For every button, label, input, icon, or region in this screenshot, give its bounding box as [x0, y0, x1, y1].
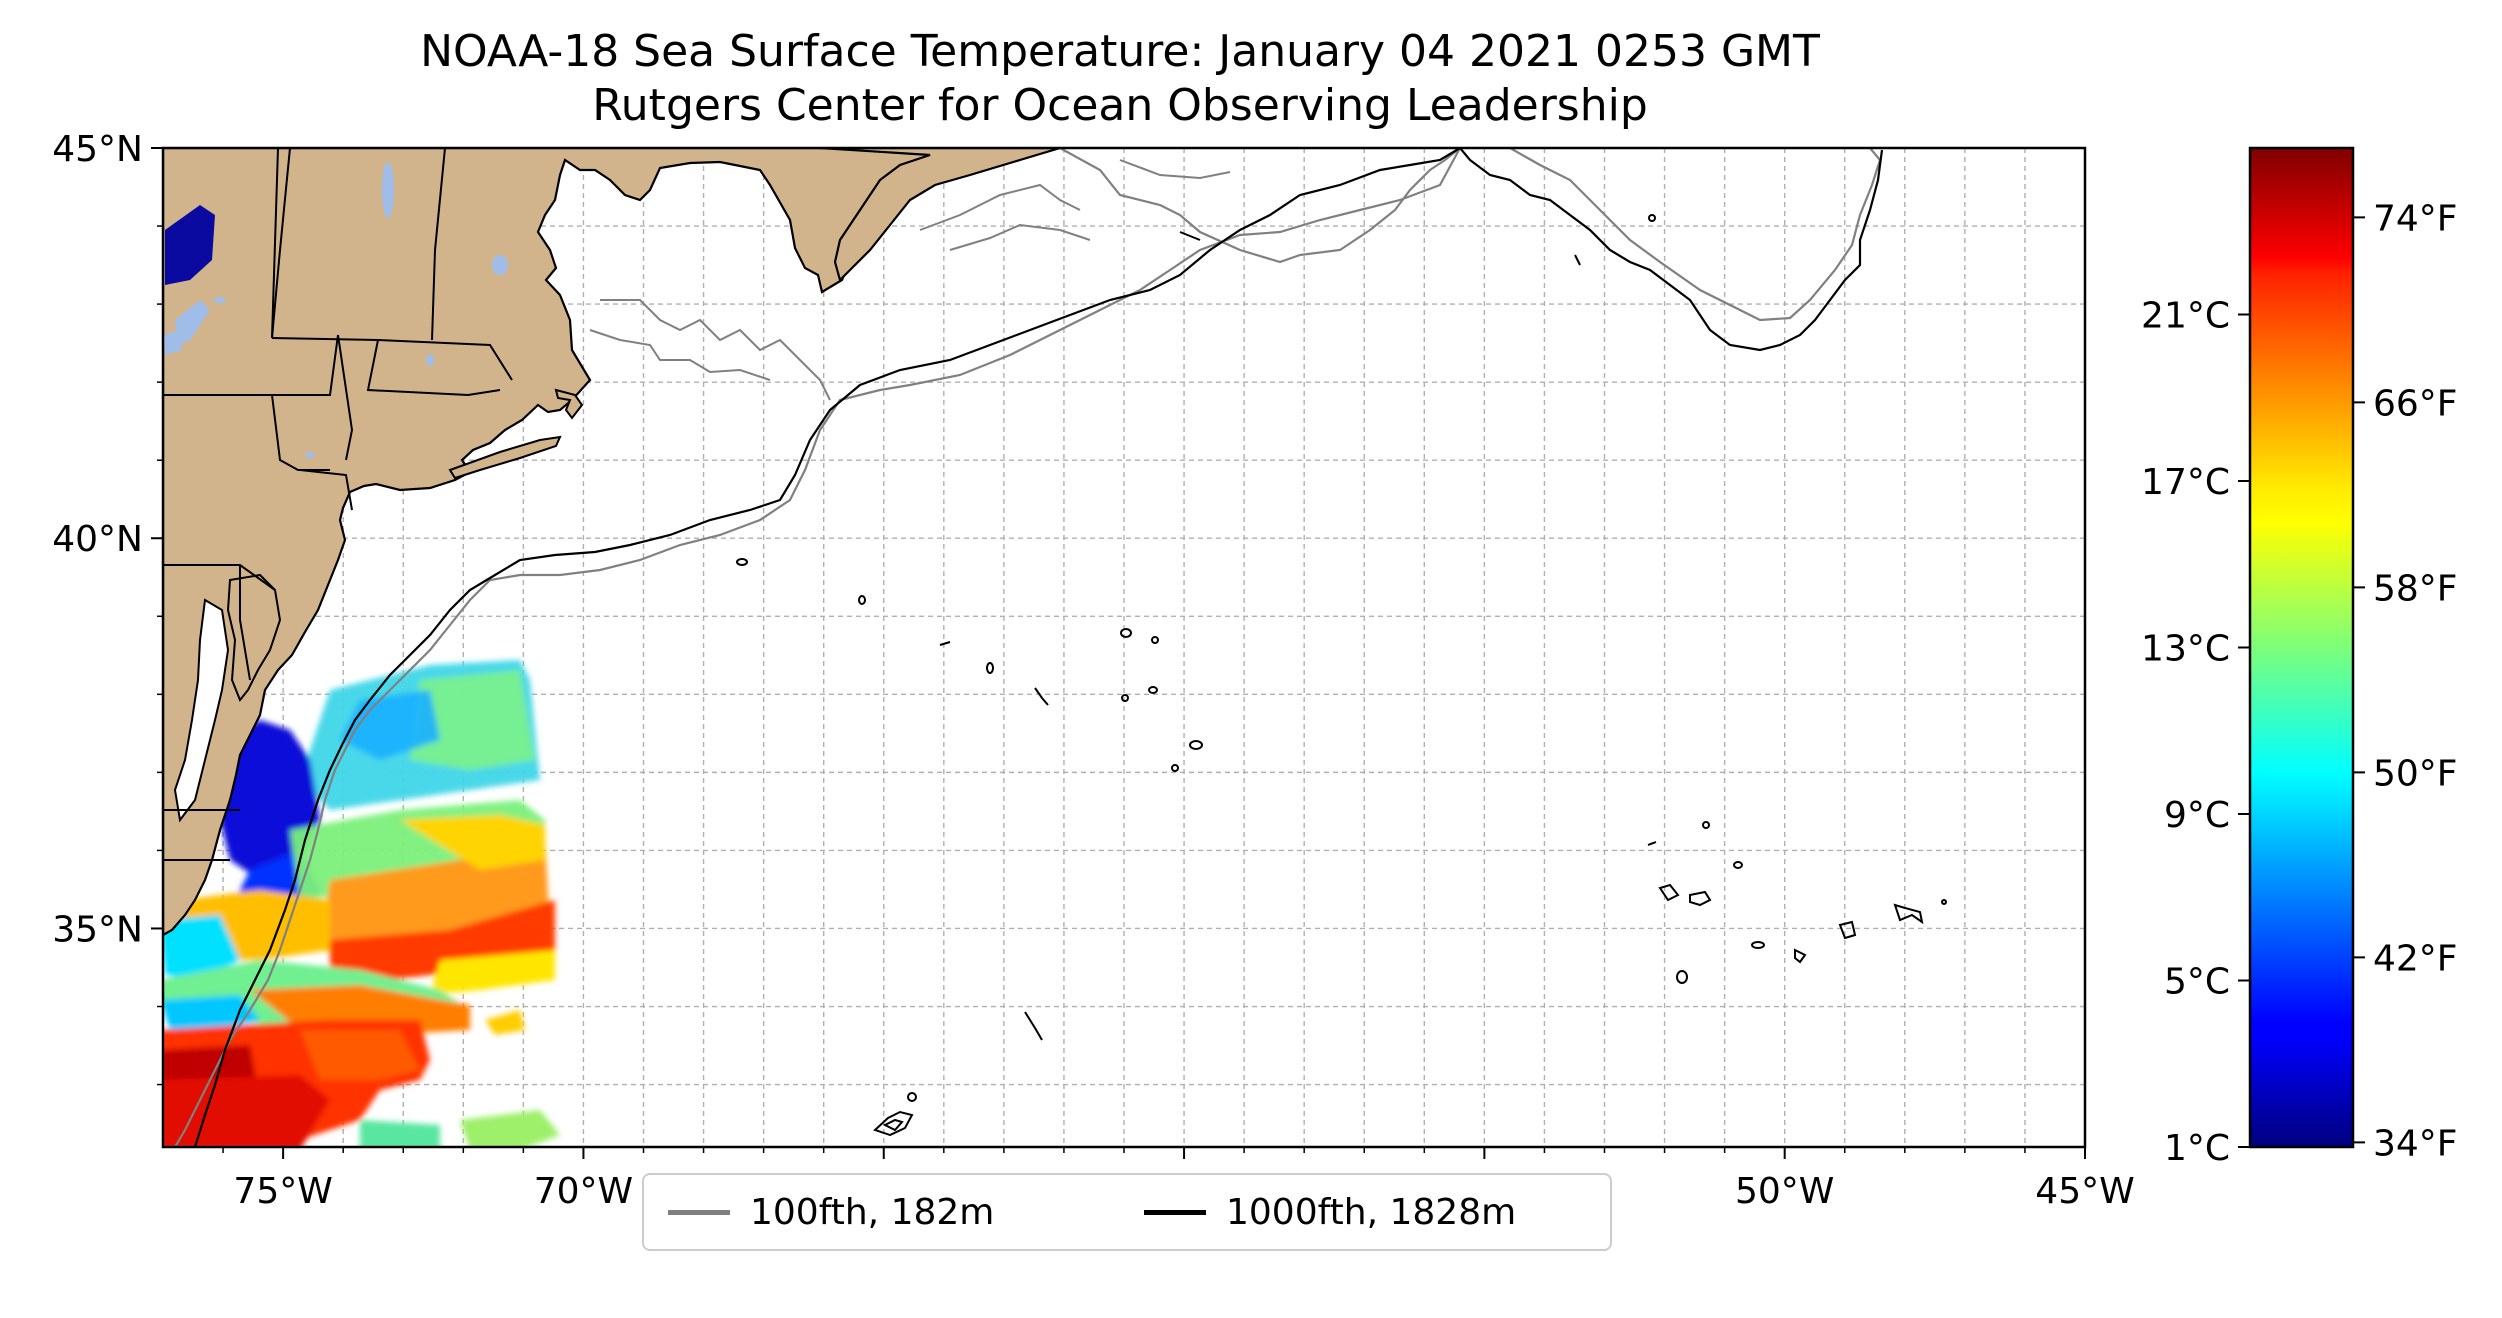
seamounts: [736, 214, 1947, 1137]
colorbar-f-label: 58°F: [2373, 568, 2458, 609]
colorbar-celsius-ticks: 1°C 5°C 9°C 13°C 17°C 21°C: [2141, 296, 2250, 1169]
y-axis: 45°N 40°N 35°N: [52, 129, 163, 1086]
colorbar-c-label: 9°C: [2164, 795, 2230, 836]
y-tick-label: 35°N: [52, 909, 143, 950]
x-tick-label: 50°W: [1735, 1171, 1834, 1212]
legend-label-100fth: 100fth, 182m: [750, 1191, 995, 1233]
isobath-100fth: [174, 148, 1882, 1147]
y-tick-label: 45°N: [52, 129, 143, 170]
colorbar-c-label: 13°C: [2141, 629, 2230, 670]
legend-label-1000fth: 1000fth, 1828m: [1226, 1191, 1517, 1233]
x-tick-label: 75°W: [233, 1171, 332, 1212]
colorbar-f-label: 34°F: [2373, 1123, 2458, 1164]
legend-item-1000fth: 1000fth, 1828m: [1144, 1175, 1516, 1249]
sst-data-swath: [163, 660, 560, 1147]
legend-line-100fth-icon: [668, 1209, 730, 1215]
colorbar-fahrenheit-ticks: 34°F 42°F 50°F 58°F 66°F 74°F: [2353, 198, 2458, 1164]
colorbar-c-label: 21°C: [2141, 296, 2230, 337]
colorbar-c-label: 1°C: [2164, 1128, 2230, 1169]
y-tick-label: 40°N: [52, 519, 143, 560]
x-tick-label: 70°W: [534, 1171, 633, 1212]
colorbar-gradient: [2248, 146, 2355, 1149]
isobath-1000fth: [193, 148, 1884, 1147]
legend-line-1000fth-icon: [1144, 1209, 1206, 1215]
legend: 100fth, 182m 1000fth, 1828m: [642, 1173, 1612, 1251]
colorbar-f-label: 74°F: [2373, 198, 2458, 239]
landmass: [163, 148, 1061, 937]
map-subtitle: Rutgers Center for Ocean Observing Leade…: [592, 80, 1648, 131]
colorbar-f-label: 42°F: [2373, 938, 2458, 979]
colorbar-c-label: 17°C: [2141, 462, 2230, 503]
map-content: [163, 148, 2085, 1147]
colorbar-f-label: 50°F: [2373, 753, 2458, 794]
colorbar-c-label: 5°C: [2164, 962, 2230, 1003]
legend-item-100fth: 100fth, 182m: [668, 1175, 994, 1249]
colorbar-f-label: 66°F: [2373, 383, 2458, 424]
colorbar: 1°C 5°C 9°C 13°C 17°C 21°C 34°F 42°F 50°F 58°F 66…: [2141, 146, 2458, 1169]
map-title: NOAA-18 Sea Surface Temperature: January…: [420, 26, 1820, 77]
x-tick-label: 45°W: [2035, 1171, 2134, 1212]
